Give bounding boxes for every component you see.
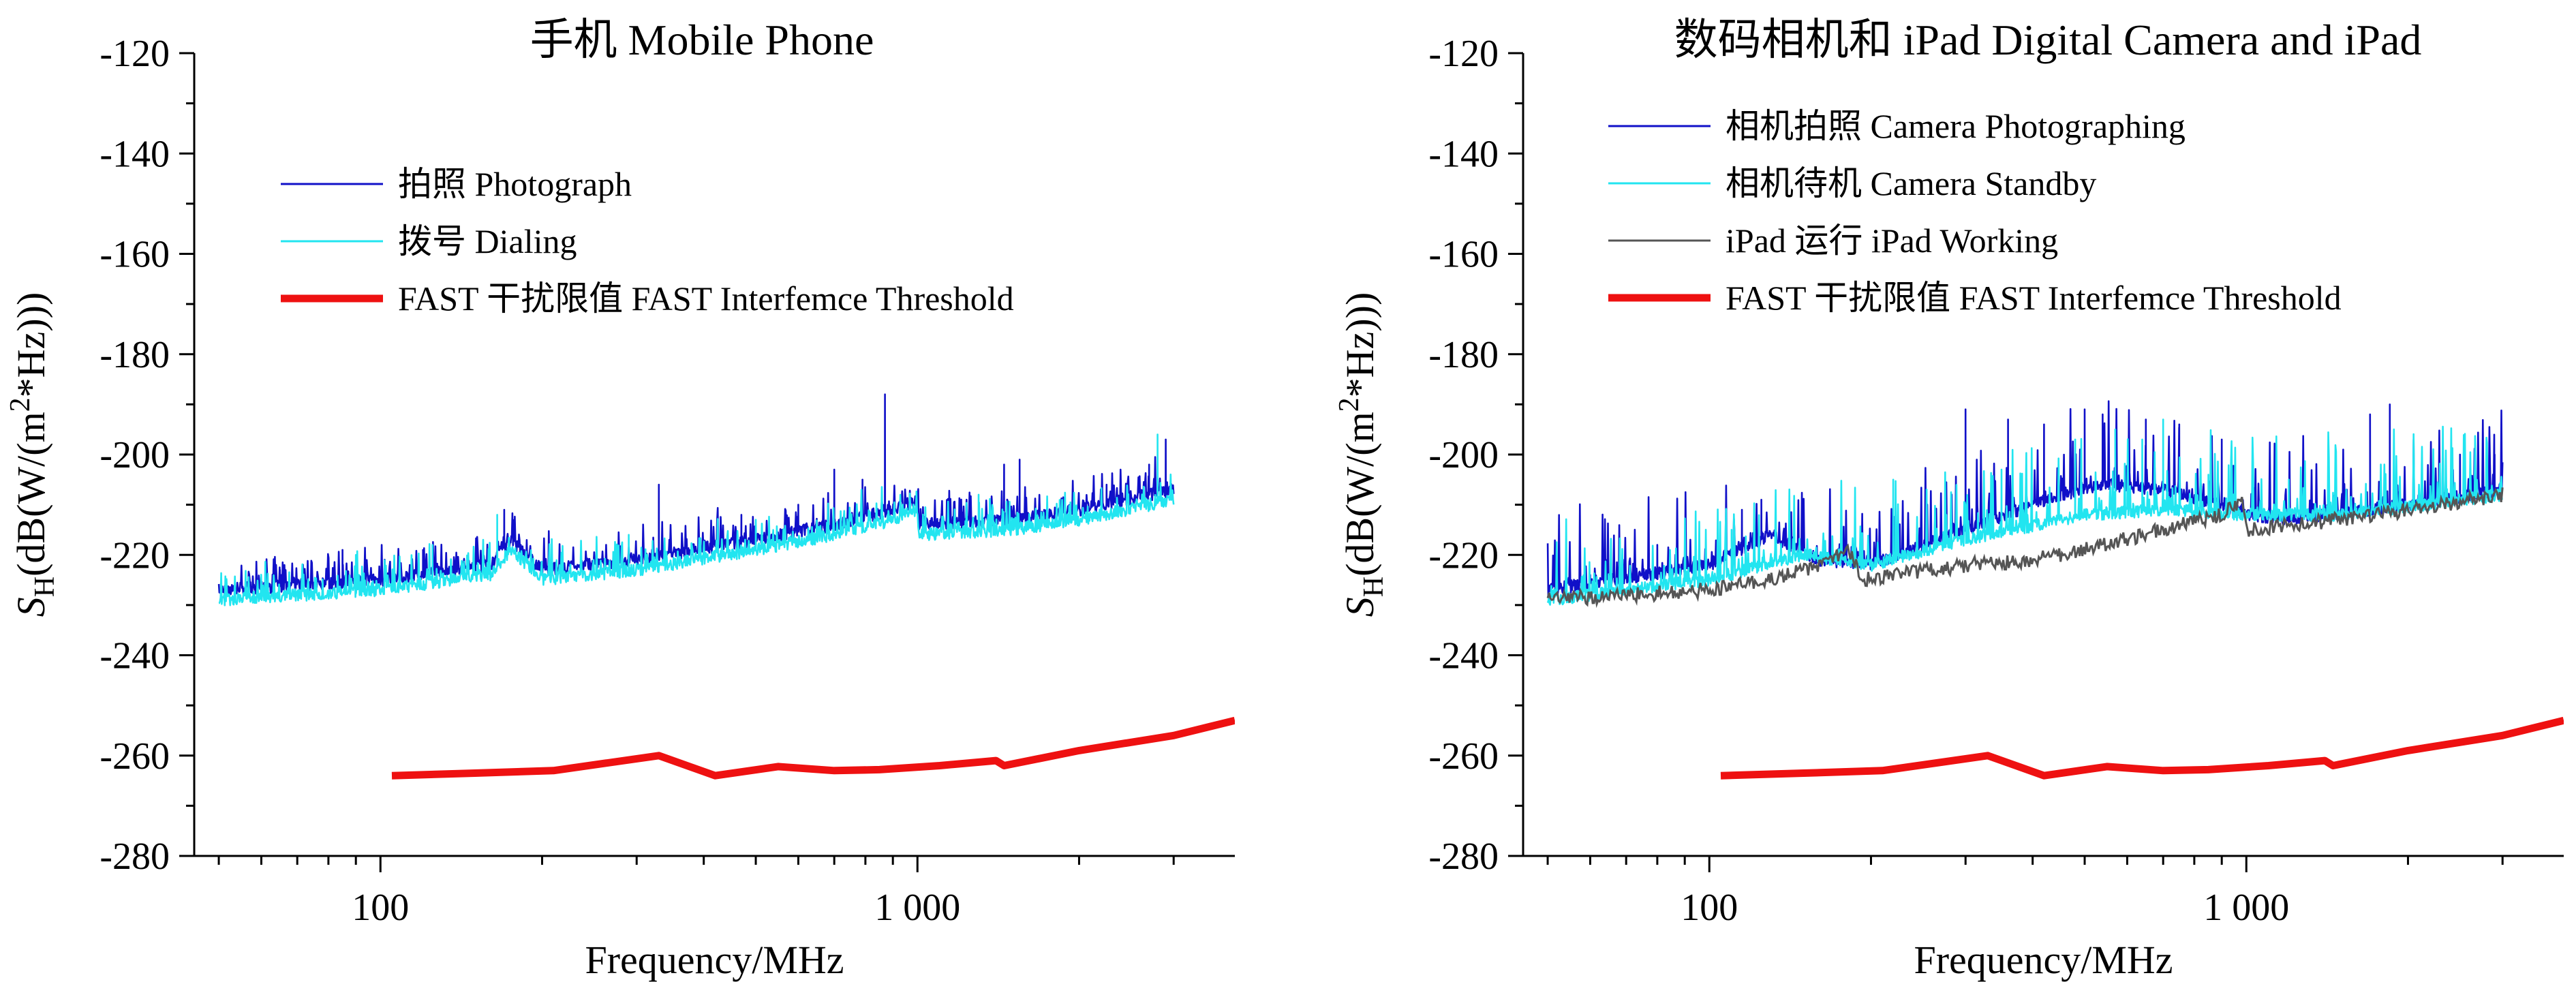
y-axis-label-text: SH(dB(W/(m2*Hz))) [5, 292, 61, 617]
y-tick-label: -240 [99, 635, 170, 677]
legend-label-2: 拨号 Dialing [398, 222, 577, 260]
series-line-3 [391, 716, 1235, 780]
x-tick-label: 1 000 [2203, 887, 2289, 929]
y-tick-label: -120 [99, 33, 170, 75]
y-tick-label: -220 [1428, 534, 1499, 577]
y-tick-label: -280 [1428, 835, 1499, 878]
series-line-4 [1720, 716, 2564, 780]
series-line-2 [218, 433, 1175, 607]
y-tick-label: -180 [99, 334, 170, 376]
x-axis-label: Frequency/MHz [585, 938, 844, 982]
y-tick-label: -120 [1428, 33, 1499, 75]
y-tick-label: -260 [1428, 735, 1499, 778]
plot-area [217, 393, 1235, 780]
y-axis-label: SH(dB(W/(m2*Hz))) [1334, 292, 1390, 617]
x-axis-label: Frequency/MHz [1914, 938, 2173, 982]
y-tick-label: -280 [99, 835, 170, 878]
legend-label-1: 相机拍照 Camera Photographing [1726, 107, 2186, 145]
legend-label-3: iPad 运行 iPad Working [1726, 221, 2058, 260]
y-tick-label: -200 [1428, 434, 1499, 476]
y-axis-label: SH(dB(W/(m2*Hz))) [5, 292, 61, 617]
legend-label-4: FAST 干扰限值 FAST Interfemce Threshold [1726, 279, 2342, 317]
y-tick-label: -160 [1428, 234, 1499, 276]
y-tick-label: -140 [99, 133, 170, 175]
series-line-2 [1546, 418, 2504, 606]
y-tick-label: -260 [99, 735, 170, 778]
y-tick-label: -140 [1428, 133, 1499, 175]
y-tick-label: -200 [99, 434, 170, 476]
chart-panel-2: 数码相机和 iPad Digital Camera and iPad -120 -1… [1334, 16, 2564, 982]
chart-title: 手机 Mobile Phone [530, 16, 874, 64]
x-tick-label: 100 [1681, 887, 1738, 929]
x-tick-label: 1 000 [874, 887, 960, 929]
y-tick-label: -240 [1428, 635, 1499, 677]
legend-label-3: FAST 干扰限值 FAST Interfemce Threshold [398, 279, 1014, 318]
plot-area [1546, 400, 2564, 780]
chart-title: 数码相机和 iPad Digital Camera and iPad [1674, 16, 2422, 64]
legend-label-1: 拍照 Photograph [398, 165, 632, 203]
legend-label-2: 相机待机 Camera Standby [1726, 164, 2096, 202]
x-tick-label: 100 [352, 887, 409, 929]
chart-panel-1: 手机 Mobile Phone -120 -140 -160 -180 -200 -220 -… [5, 16, 1235, 982]
y-tick-label: -180 [1428, 334, 1499, 376]
y-axis-label-text: SH(dB(W/(m2*Hz))) [1334, 292, 1390, 617]
series-line-3 [1546, 487, 2504, 609]
series-line-1 [217, 393, 1175, 597]
y-tick-label: -220 [99, 534, 170, 577]
y-tick-label: -160 [99, 234, 170, 276]
